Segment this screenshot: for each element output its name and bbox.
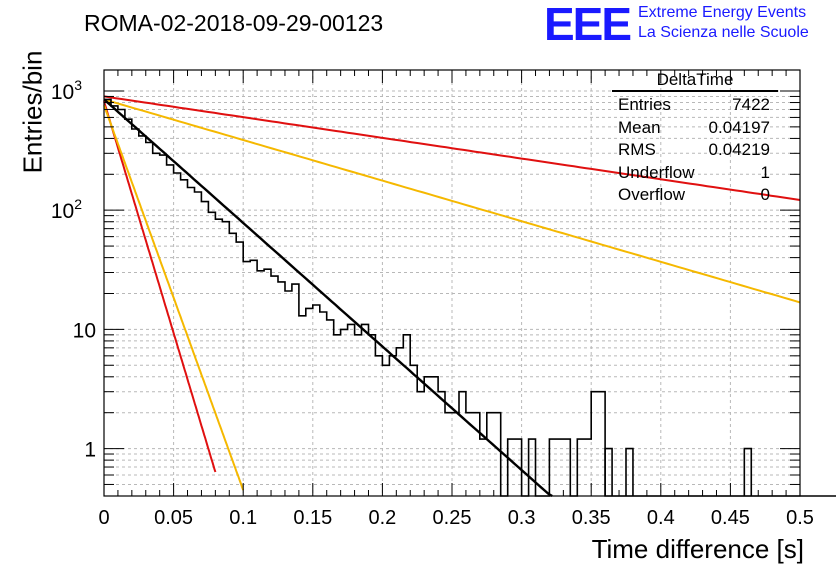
x-tick-label: 0.25: [433, 507, 472, 529]
x-axis-label: Time difference [s]: [591, 534, 804, 564]
stats-value: 1: [760, 162, 770, 182]
x-tick-label: 0.4: [647, 507, 675, 529]
stats-label: Entries: [618, 95, 671, 114]
axis-ticks: [103, 70, 801, 497]
eee-logo-mark: EEE: [544, 0, 632, 50]
curve-red: [103, 101, 217, 473]
y-tick-base: 10: [51, 200, 74, 223]
chart-title: ROMA-02-2018-09-29-00123: [84, 10, 384, 36]
curve-orange: [103, 98, 801, 304]
y-tick-base: 10: [73, 319, 96, 342]
stats-value: 0.04219: [708, 140, 770, 159]
stats-value: 0.04197: [708, 117, 770, 137]
histogram-isolated-bin: [604, 447, 613, 496]
stats-box: DeltaTime Entries 7422 Mean 0.04197 RMS 0.042…: [612, 70, 778, 207]
histogram-isolated-bin: [625, 447, 634, 496]
y-tick-label: 102: [51, 196, 82, 223]
stats-row-rms: RMS 0.04219: [612, 139, 778, 162]
y-tick-label: 103: [51, 77, 82, 104]
histogram-isolated-bin: [743, 447, 753, 496]
curve-fit: [103, 98, 553, 498]
tick-labels: 0 0.05 0.1 0.15 0.2 0.25 0.3 0.35 0.4 0.45 0.51101…: [51, 77, 814, 529]
stats-title: DeltaTime: [612, 70, 778, 92]
x-tick-label: 0.3: [508, 507, 536, 529]
stats-rows: Entries 7422 Mean 0.04197 RMS 0.04219 Underflo…: [612, 94, 778, 207]
logo-line-2: La Scienza nelle Scuole: [638, 24, 809, 41]
stats-row-underflow: Underflow 1: [612, 162, 778, 185]
y-tick-exp: 2: [74, 196, 82, 212]
x-tick-label: 0.2: [368, 507, 396, 529]
stats-value: 7422: [732, 95, 770, 114]
x-tick-label: 0.05: [154, 507, 193, 529]
stats-row-overflow: Overflow 0: [612, 184, 778, 207]
logo-line-1: Extreme Energy Events: [638, 4, 807, 21]
x-tick-label: 0.1: [229, 507, 257, 529]
stats-label: Underflow: [618, 162, 695, 182]
stats-label: Mean: [618, 117, 661, 137]
stats-value: 0: [760, 185, 770, 204]
y-tick-label: 1: [84, 439, 96, 462]
stats-row-entries: Entries 7422: [612, 94, 778, 117]
x-tick-label: 0.5: [786, 507, 814, 529]
fit-curves: [103, 95, 801, 498]
y-axis-label: Entries/bin: [17, 50, 48, 174]
y-tick-label: 10: [73, 319, 96, 342]
curve-red: [103, 95, 801, 201]
x-tick-label: 0.35: [572, 507, 611, 529]
histogram-steps: [104, 98, 836, 497]
curve-orange: [103, 104, 245, 491]
x-tick-label: 0: [98, 507, 109, 529]
stats-label: Overflow: [618, 185, 686, 204]
histogram: [104, 98, 836, 497]
y-tick-exp: 3: [74, 77, 82, 93]
stats-row-mean: Mean 0.04197: [612, 117, 778, 140]
x-tick-label: 0.15: [293, 507, 332, 529]
x-tick-label: 0.45: [711, 507, 750, 529]
stats-label: RMS: [618, 140, 656, 159]
y-tick-base: 10: [51, 81, 74, 104]
y-tick-base: 1: [84, 439, 96, 462]
